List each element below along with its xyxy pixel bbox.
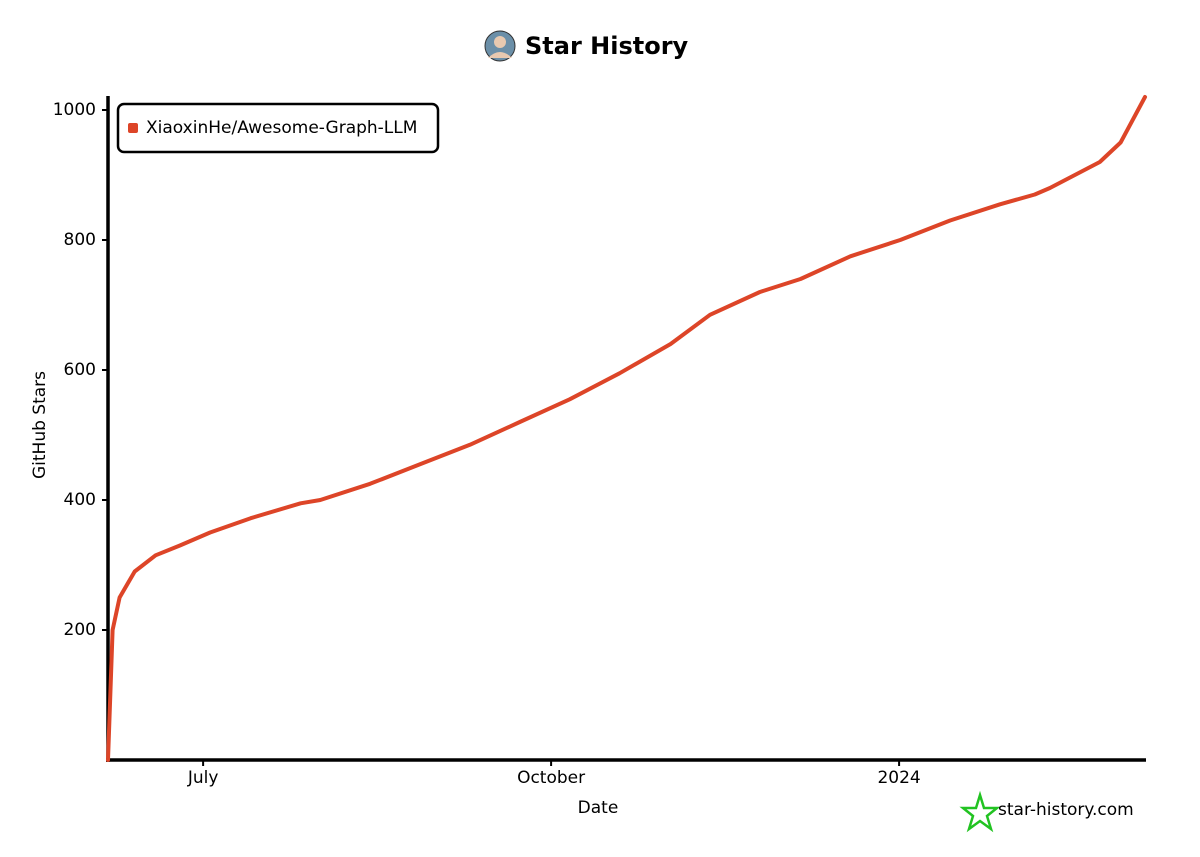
series-line <box>106 95 1147 762</box>
legend-swatch <box>128 123 138 133</box>
x-tick-label: 2024 <box>877 768 920 788</box>
x-tick-label: July <box>187 768 219 788</box>
chart-title: Star History <box>525 32 689 60</box>
y-tick-label: 200 <box>64 620 96 640</box>
y-tick-label: 1000 <box>53 100 96 120</box>
y-tick-label: 800 <box>64 230 96 250</box>
legend-label: XiaoxinHe/Awesome-Graph-LLM <box>146 118 417 138</box>
x-tick-label: October <box>517 768 585 788</box>
source-logo <box>959 790 1001 833</box>
y-tick-label: 600 <box>64 360 96 380</box>
x-axis-label: Date <box>578 798 619 818</box>
y-axis-label: GitHub Stars <box>30 371 50 479</box>
source: star-history.com <box>998 800 1134 820</box>
legend: XiaoxinHe/Awesome-Graph-LLM <box>116 102 440 154</box>
legend-box <box>116 102 440 154</box>
y-tick-label: 400 <box>64 490 96 510</box>
title-icon <box>484 30 516 62</box>
